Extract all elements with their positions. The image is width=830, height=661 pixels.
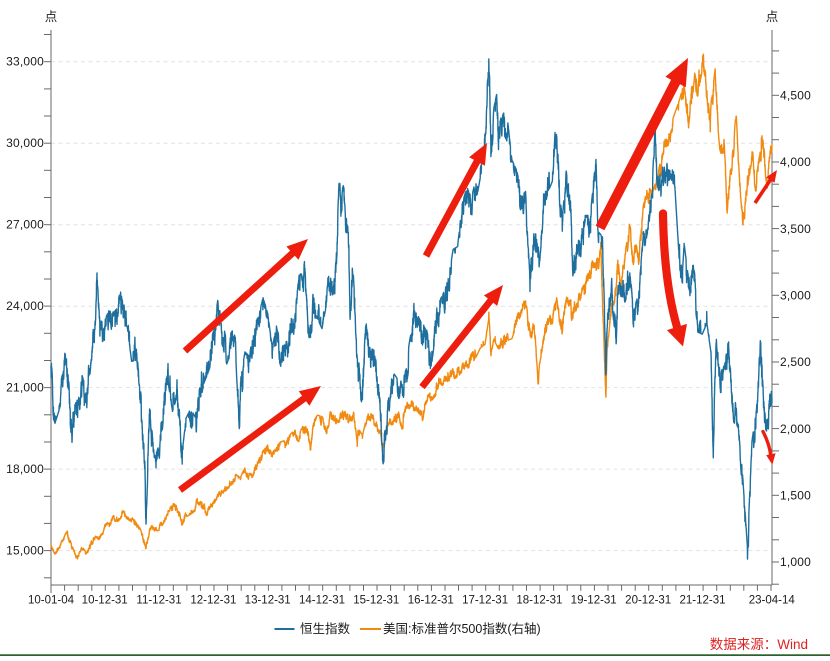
svg-text:3,500: 3,500 — [780, 222, 811, 236]
svg-text:4,000: 4,000 — [780, 155, 811, 169]
svg-text:点: 点 — [45, 10, 58, 24]
svg-text:4,500: 4,500 — [780, 89, 811, 103]
svg-text:20-12-31: 20-12-31 — [625, 595, 671, 607]
svg-text:18-12-31: 18-12-31 — [516, 595, 562, 607]
svg-text:18,000: 18,000 — [6, 462, 44, 476]
svg-text:33,000: 33,000 — [6, 55, 44, 69]
svg-text:30,000: 30,000 — [6, 136, 44, 150]
svg-text:19-12-31: 19-12-31 — [571, 595, 617, 607]
svg-text:2,500: 2,500 — [780, 355, 811, 369]
svg-text:17-12-31: 17-12-31 — [462, 595, 508, 607]
svg-text:16-12-31: 16-12-31 — [408, 595, 454, 607]
svg-text:1,000: 1,000 — [780, 555, 811, 569]
svg-text:14-12-31: 14-12-31 — [299, 595, 345, 607]
svg-text:12-12-31: 12-12-31 — [190, 595, 236, 607]
svg-text:13-12-31: 13-12-31 — [245, 595, 291, 607]
svg-text:21,000: 21,000 — [6, 381, 44, 395]
svg-text:10-12-31: 10-12-31 — [82, 595, 128, 607]
svg-text:21-12-31: 21-12-31 — [679, 595, 725, 607]
svg-text:3,000: 3,000 — [780, 289, 811, 303]
svg-text:点: 点 — [766, 10, 779, 24]
svg-text:美国:标准普尔500指数(右轴): 美国:标准普尔500指数(右轴) — [383, 621, 541, 636]
svg-text:11-12-31: 11-12-31 — [136, 595, 181, 607]
svg-text:23-04-14: 23-04-14 — [749, 595, 796, 607]
svg-text:15-12-31: 15-12-31 — [353, 595, 399, 607]
svg-text:10-01-04: 10-01-04 — [28, 595, 75, 607]
svg-text:2,000: 2,000 — [780, 422, 811, 436]
svg-text:27,000: 27,000 — [6, 218, 44, 232]
svg-text:1,500: 1,500 — [780, 489, 811, 503]
svg-text:24,000: 24,000 — [6, 299, 44, 313]
svg-text:15,000: 15,000 — [6, 544, 44, 558]
svg-text:数据来源：Wind: 数据来源：Wind — [710, 637, 808, 652]
svg-text:恒生指数: 恒生指数 — [300, 621, 351, 636]
